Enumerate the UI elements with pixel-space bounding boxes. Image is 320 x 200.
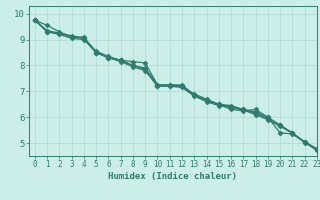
X-axis label: Humidex (Indice chaleur): Humidex (Indice chaleur) <box>108 172 237 181</box>
